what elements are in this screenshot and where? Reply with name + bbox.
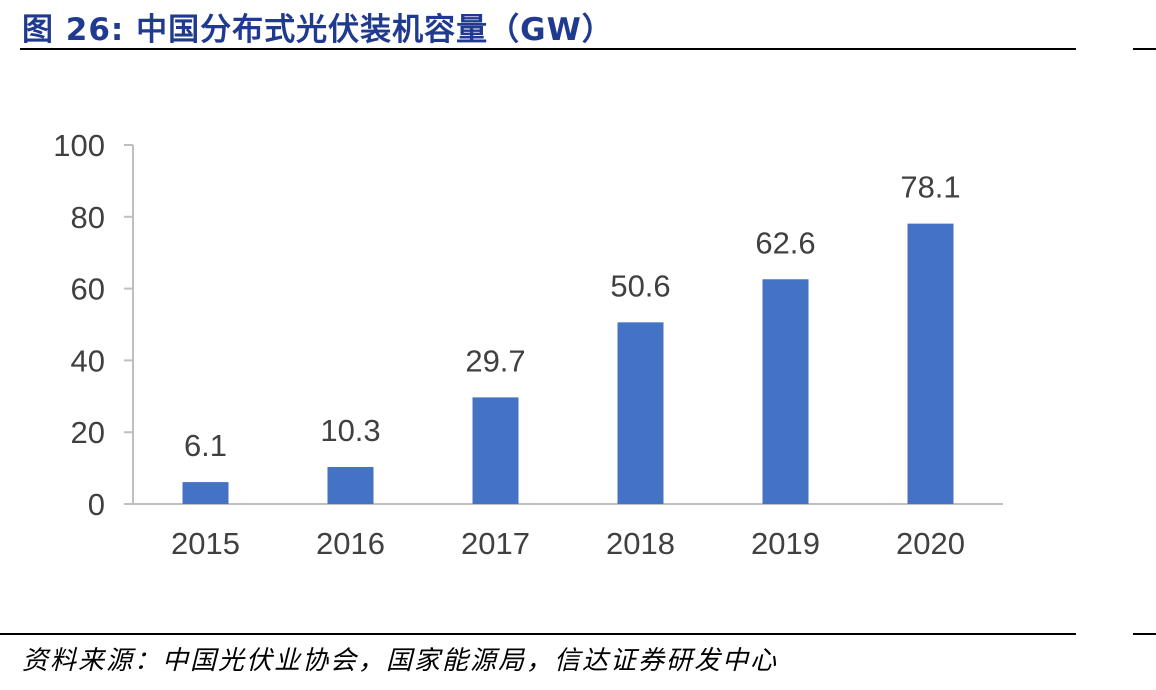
value-label-2018: 50.6	[610, 268, 670, 303]
source-rule-right	[1133, 633, 1156, 635]
figure-title: 图 26: 中国分布式光伏装机容量（GW）	[22, 12, 614, 48]
x-tick-label-2015: 2015	[171, 526, 240, 561]
x-tick-label-2020: 2020	[896, 526, 965, 561]
bar-2016	[327, 467, 374, 504]
value-label-2015: 6.1	[184, 428, 227, 463]
y-tick-label: 40	[71, 343, 105, 378]
x-tick-label-2017: 2017	[461, 526, 530, 561]
bar-2020	[907, 223, 954, 504]
bar-2017	[472, 397, 519, 504]
x-tick-label-2016: 2016	[316, 526, 385, 561]
y-tick-label: 20	[71, 415, 105, 450]
bar-2019	[762, 279, 809, 504]
title-underline	[20, 48, 1076, 50]
source-note: 资料来源：中国光伏业协会，国家能源局，信达证券研发中心	[22, 646, 779, 676]
bar-2018	[617, 322, 664, 504]
x-tick-label-2019: 2019	[751, 526, 820, 561]
value-label-2017: 29.7	[465, 343, 525, 378]
value-label-2019: 62.6	[755, 225, 815, 260]
y-tick-label: 100	[53, 128, 105, 163]
y-tick-label: 0	[88, 487, 105, 522]
value-label-2020: 78.1	[900, 170, 960, 205]
value-label-2016: 10.3	[320, 413, 380, 448]
source-rule	[0, 633, 1076, 635]
bar-2015	[182, 482, 229, 504]
y-tick-label: 80	[71, 200, 105, 235]
x-tick-label-2018: 2018	[606, 526, 675, 561]
y-tick-label: 60	[71, 272, 105, 307]
title-underline-right	[1133, 48, 1156, 50]
